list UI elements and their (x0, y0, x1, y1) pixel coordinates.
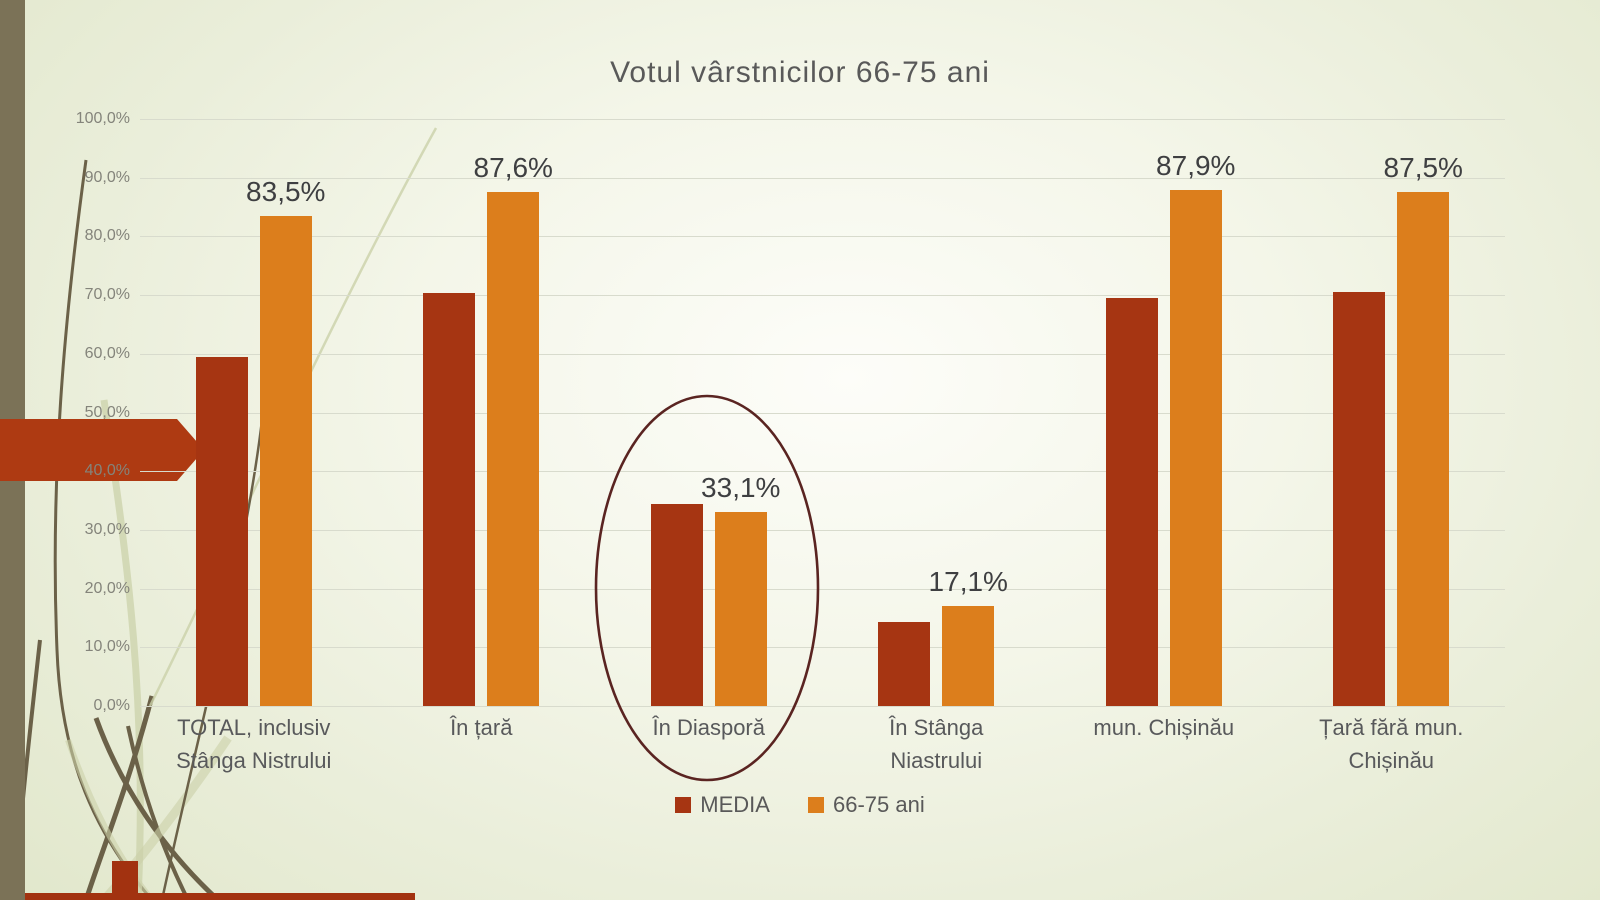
gridline (140, 647, 1505, 649)
data-label: 83,5% (246, 175, 326, 207)
y-axis-tick-label: 80,0% (84, 227, 130, 245)
gridline (140, 412, 1505, 414)
x-axis-category-label: În Diasporă (652, 715, 765, 740)
legend-item-media: MEDIA (675, 792, 770, 818)
x-axis-category-label: mun. Chișinău (1093, 715, 1235, 740)
y-axis-tick-label: 30,0% (84, 520, 130, 538)
y-axis-tick-label: 60,0% (84, 344, 130, 362)
bar-66-75-ani (714, 511, 767, 706)
bar-media (423, 293, 476, 706)
y-axis-tick-label: 90,0% (84, 168, 130, 186)
gridline (140, 295, 1505, 297)
data-label: 87,6% (473, 151, 553, 183)
legend-swatch-media-icon (675, 797, 692, 813)
legend-label-66-75-ani: 66-75 ani (832, 792, 925, 817)
bar-media (1333, 291, 1386, 706)
gridline (140, 236, 1505, 238)
bar-media (1105, 298, 1158, 706)
x-axis-category-label: TOTAL, inclusiv Stânga Nistrului (176, 715, 332, 773)
y-axis-tick-label: 50,0% (84, 403, 130, 421)
legend-label-media: MEDIA (700, 792, 770, 817)
x-axis-category-label: În țară (450, 715, 513, 740)
x-axis-category-label: În Stânga Niastrului (889, 715, 984, 773)
x-axis-category-label: Țară fără mun. Chișinău (1319, 715, 1464, 773)
y-axis-tick-label: 10,0% (84, 638, 130, 656)
chart-title: Votul vârstnicilor 66-75 ani (610, 56, 990, 89)
legend-item-66-75-ani: 66-75 ani (807, 792, 925, 818)
gridline (140, 353, 1505, 355)
gridline (140, 471, 1505, 473)
y-axis-tick-label: 0,0% (93, 697, 130, 714)
bar-media (195, 357, 248, 706)
y-axis-tick-label: 70,0% (84, 286, 130, 304)
legend-swatch-66-75-ani-icon (807, 797, 824, 813)
bar-media (650, 504, 703, 706)
data-label: 17,1% (928, 565, 1008, 597)
bar-66-75-ani (1169, 190, 1222, 706)
bar-66-75-ani (1397, 192, 1450, 706)
bar-66-75-ani (487, 191, 540, 706)
y-axis-tick-label: 20,0% (84, 579, 130, 597)
gridline (140, 177, 1505, 179)
bar-media (878, 622, 931, 706)
gridline (140, 529, 1505, 531)
bar-66-75-ani (259, 215, 312, 706)
gridline (140, 119, 1505, 120)
y-axis-tick-label: 40,0% (84, 462, 130, 480)
data-label: 87,9% (1156, 150, 1236, 182)
data-label: 87,5% (1383, 152, 1463, 184)
gridline (140, 588, 1505, 590)
chart-legend: MEDIA 66-75 ani (0, 792, 1600, 818)
gridline (140, 706, 1505, 707)
y-axis-tick-label: 100,0% (75, 110, 130, 127)
bar-66-75-ani (942, 605, 995, 706)
data-label: 33,1% (701, 471, 781, 503)
